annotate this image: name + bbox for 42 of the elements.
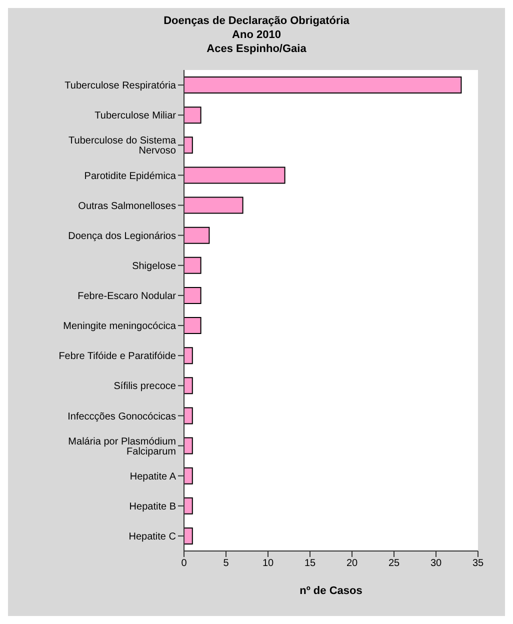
- bar: [184, 347, 193, 364]
- bar: [184, 76, 462, 94]
- bar: [184, 106, 202, 124]
- bar: [184, 286, 202, 304]
- y-tick-label: Shigelose: [132, 260, 176, 272]
- y-tick-label: Hepatite C: [128, 532, 176, 543]
- bar: [184, 437, 193, 454]
- x-tick-label: 0: [181, 558, 188, 570]
- y-tick-label: Tuberculose Miliar: [94, 110, 177, 122]
- y-tick-label: Meningite meningocócica: [63, 321, 176, 332]
- bar: [184, 467, 193, 484]
- bar: [184, 256, 202, 274]
- y-tick-label: Tuberculose do Sistema Nervoso: [68, 136, 176, 157]
- y-tick-label: Doença dos Legionários: [68, 230, 176, 242]
- chart-title: Doenças de Declaração Obrigatória Ano 2010 Aces Espinho/Gaia: [162, 14, 350, 56]
- x-tick-label: 10: [262, 558, 274, 570]
- y-tick-label: Hepatite B: [129, 501, 176, 512]
- x-tick-label: 20: [346, 558, 358, 570]
- bar: [184, 377, 193, 394]
- bar: [184, 527, 193, 544]
- y-tick-label: Infeccções Gonocócicas: [68, 411, 176, 422]
- y-tick-label: Malária por Plasmódium Falciparum: [68, 436, 176, 458]
- y-tick-label: Outras Salmonelloses: [78, 200, 176, 212]
- x-tick-label: 5: [223, 558, 230, 570]
- bar: [184, 317, 202, 334]
- y-tick-label: Febre Tifóide e Paratifóide: [58, 351, 176, 362]
- bar: [184, 136, 193, 154]
- y-tick-label: Tuberculose Respiratória: [64, 80, 176, 92]
- x-axis-title: nº de Casos: [300, 585, 362, 597]
- bar: [184, 226, 210, 244]
- x-tick-label: 15: [304, 558, 316, 570]
- bar: [184, 497, 193, 514]
- bar: [184, 196, 244, 214]
- x-tick-label: 35: [472, 558, 484, 570]
- y-tick-label: Hepatite A: [130, 471, 176, 482]
- y-tick-label: Parotidite Epidémica: [84, 170, 176, 182]
- bar: [184, 166, 286, 184]
- x-tick-label: 25: [388, 558, 400, 570]
- y-tick-label: Febre-Escaro Nodular: [78, 291, 177, 302]
- x-tick-label: 30: [430, 558, 442, 570]
- bar: [184, 407, 193, 424]
- y-tick-label: Sífilis precoce: [114, 381, 176, 392]
